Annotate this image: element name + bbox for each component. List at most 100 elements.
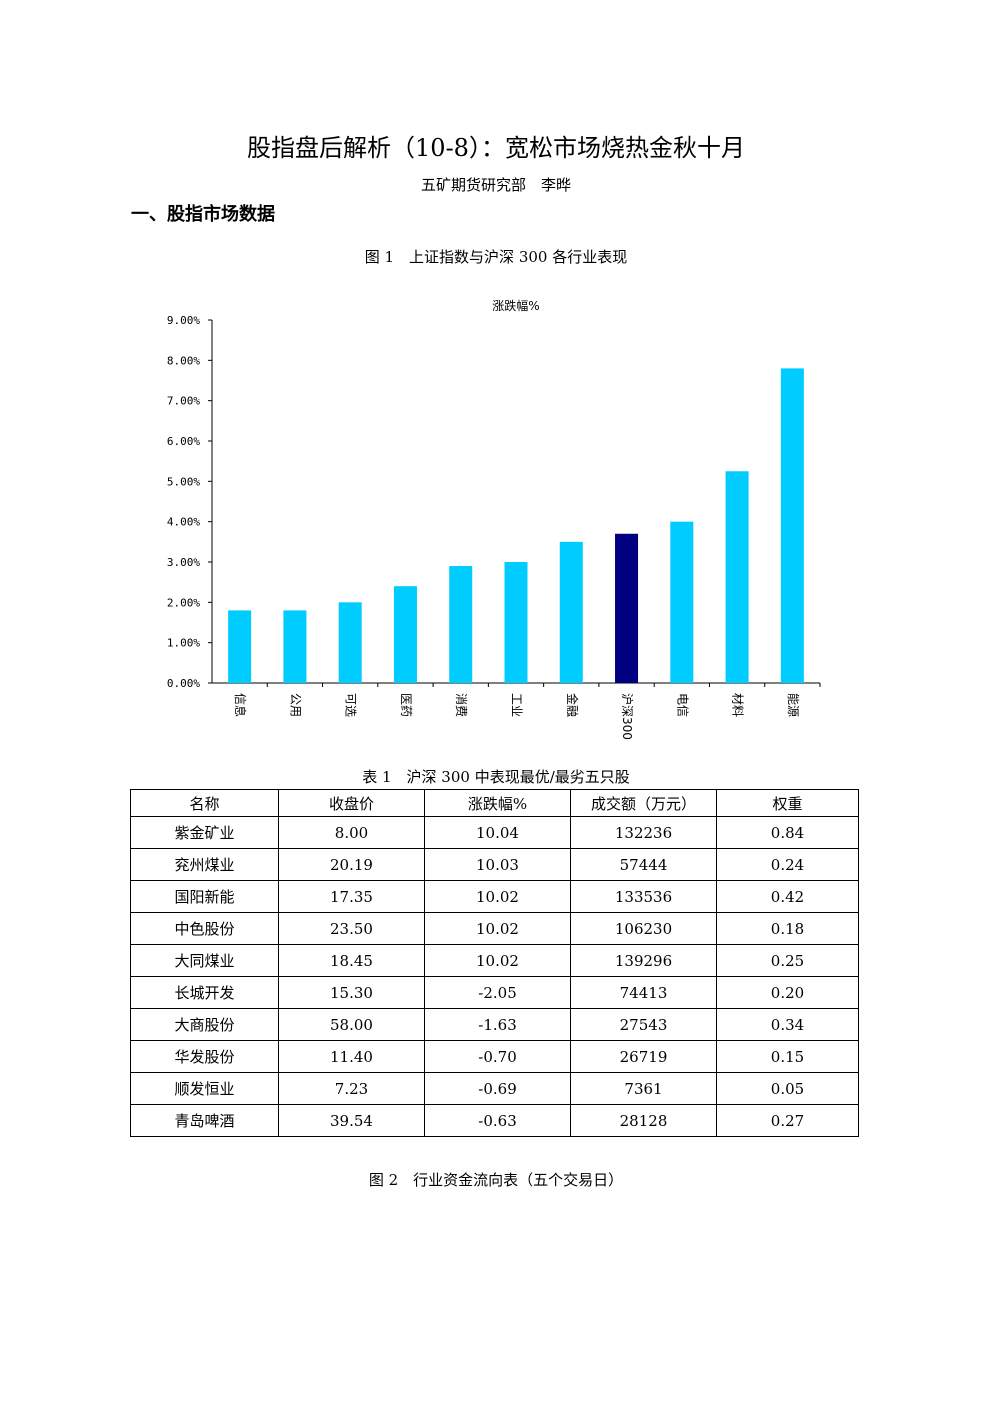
bar xyxy=(670,521,694,683)
y-tick-label: 2.00% xyxy=(167,596,200,609)
table-cell: 23.50 xyxy=(278,912,425,945)
y-tick-label: 3.00% xyxy=(167,556,200,569)
table-cell: -2.05 xyxy=(424,976,571,1009)
table-cell: 74413 xyxy=(570,976,717,1009)
y-tick-label: 8.00% xyxy=(167,354,200,367)
table-cell: 10.02 xyxy=(424,880,571,913)
figure1-caption: 图 1 上证指数与沪深 300 各行业表现 xyxy=(364,248,628,266)
header-close-price: 收盘价 xyxy=(278,789,425,817)
table-row: 大同煤业 18.45 10.02 139296 0.25 xyxy=(130,944,859,977)
x-tick-label: 消费 xyxy=(454,693,468,717)
header-turnover: 成交额（万元） xyxy=(570,789,717,817)
table-cell: 国阳新能 xyxy=(130,880,279,913)
table-cell: -0.69 xyxy=(424,1072,571,1105)
bar xyxy=(393,586,417,683)
x-tick-label: 金融 xyxy=(565,693,580,717)
table-cell: 10.04 xyxy=(424,816,571,849)
table-cell: -0.70 xyxy=(424,1040,571,1073)
table-row: 华发股份 11.40 -0.70 26719 0.15 xyxy=(130,1040,859,1073)
bar xyxy=(615,533,639,683)
table-cell: 青岛啤酒 xyxy=(130,1104,279,1137)
table-cell: 0.18 xyxy=(716,912,859,945)
table-cell: 106230 xyxy=(570,912,717,945)
table-row: 国阳新能 17.35 10.02 133536 0.42 xyxy=(130,880,859,913)
table-cell: 39.54 xyxy=(278,1104,425,1137)
header-name: 名称 xyxy=(130,789,279,817)
y-tick-label: 9.00% xyxy=(167,314,200,327)
table-cell: 0.15 xyxy=(716,1040,859,1073)
table-cell: 132236 xyxy=(570,816,717,849)
y-tick-label: 5.00% xyxy=(167,475,200,488)
table-body: 紫金矿业 8.00 10.04 132236 0.84 兖州煤业 20.19 10.03 574… xyxy=(130,816,859,1137)
header-change-pct: 涨跌幅% xyxy=(424,789,571,817)
table-row: 兖州煤业 20.19 10.03 57444 0.24 xyxy=(130,848,859,881)
table-cell: 紫金矿业 xyxy=(130,816,279,849)
table-cell: 10.02 xyxy=(424,912,571,945)
table-row: 顺发恒业 7.23 -0.69 7361 0.05 xyxy=(130,1072,859,1105)
author-line: 五矿期货研究部 李晔 xyxy=(420,176,571,194)
x-tick-label: 电信 xyxy=(675,693,689,717)
bar xyxy=(504,562,528,683)
y-tick-label: 7.00% xyxy=(167,395,200,408)
table-row: 中色股份 23.50 10.02 106230 0.18 xyxy=(130,912,859,945)
x-tick-label: 工业 xyxy=(510,693,524,717)
table-cell: -1.63 xyxy=(424,1008,571,1041)
table-cell: 华发股份 xyxy=(130,1040,279,1073)
figure2-caption: 图 2 行业资金流向表（五个交易日） xyxy=(368,1171,624,1189)
x-tick-label: 可选 xyxy=(344,693,358,717)
table-cell: 139296 xyxy=(570,944,717,977)
y-tick-label: 1.00% xyxy=(167,637,200,650)
bar xyxy=(780,368,804,683)
table-cell: 0.24 xyxy=(716,848,859,881)
table-cell: 0.27 xyxy=(716,1104,859,1137)
table-cell: 133536 xyxy=(570,880,717,913)
chart-title: 涨跌幅% xyxy=(492,298,539,313)
section-heading: 一、股指市场数据 xyxy=(131,204,275,225)
x-tick-label: 信息 xyxy=(233,693,248,717)
bar xyxy=(449,566,473,683)
table-cell: 大商股份 xyxy=(130,1008,279,1041)
x-tick-label: 公用 xyxy=(288,693,302,717)
table-row: 青岛啤酒 39.54 -0.63 28128 0.27 xyxy=(130,1104,859,1137)
table-cell: -0.63 xyxy=(424,1104,571,1137)
bar xyxy=(228,610,252,683)
table-cell: 7.23 xyxy=(278,1072,425,1105)
x-tick-label: 沪深300 xyxy=(620,693,634,740)
table-cell: 27543 xyxy=(570,1008,717,1041)
table-cell: 15.30 xyxy=(278,976,425,1009)
bar xyxy=(283,610,307,683)
top-bottom-stocks-table: 名称 收盘价 涨跌幅% 成交额（万元） 权重 紫金矿业 8.00 10.04 1322… xyxy=(130,789,859,1137)
table-cell: 0.42 xyxy=(716,880,859,913)
table-cell: 0.25 xyxy=(716,944,859,977)
table-cell: 长城开发 xyxy=(130,976,279,1009)
table-header-row: 名称 收盘价 涨跌幅% 成交额（万元） 权重 xyxy=(130,789,859,817)
table-cell: 0.05 xyxy=(716,1072,859,1105)
table-cell: 7361 xyxy=(570,1072,717,1105)
table1-caption: 表 1 沪深 300 中表现最优/最劣五只股 xyxy=(362,768,630,786)
y-tick-label: 0.00% xyxy=(167,677,200,690)
table-cell: 58.00 xyxy=(278,1008,425,1041)
industry-performance-chart: 涨跌幅% 0.00% 1.00% 2.00% 3.00% 4.00% 5.00% 6.00% 7… xyxy=(167,298,821,740)
table-cell: 0.20 xyxy=(716,976,859,1009)
table-cell: 20.19 xyxy=(278,848,425,881)
table-cell: 兖州煤业 xyxy=(130,848,279,881)
table-row: 紫金矿业 8.00 10.04 132236 0.84 xyxy=(130,816,859,849)
bar xyxy=(559,541,583,683)
table-cell: 0.84 xyxy=(716,816,859,849)
y-tick-label: 6.00% xyxy=(167,435,200,448)
x-tick-label: 医药 xyxy=(399,693,413,717)
x-tick-label: 能源 xyxy=(786,693,800,717)
table-row: 大商股份 58.00 -1.63 27543 0.34 xyxy=(130,1008,859,1041)
y-tick-label: 4.00% xyxy=(167,516,200,529)
bar xyxy=(725,471,749,683)
table-cell: 8.00 xyxy=(278,816,425,849)
bar xyxy=(338,602,362,683)
table-cell: 10.03 xyxy=(424,848,571,881)
document-title: 股指盘后解析（10-8）：宽松市场烧热金秋十月 xyxy=(247,134,745,162)
table-cell: 10.02 xyxy=(424,944,571,977)
table-cell: 28128 xyxy=(570,1104,717,1137)
table-cell: 18.45 xyxy=(278,944,425,977)
table-cell: 大同煤业 xyxy=(130,944,279,977)
table-cell: 0.34 xyxy=(716,1008,859,1041)
table-row: 长城开发 15.30 -2.05 74413 0.20 xyxy=(130,976,859,1009)
